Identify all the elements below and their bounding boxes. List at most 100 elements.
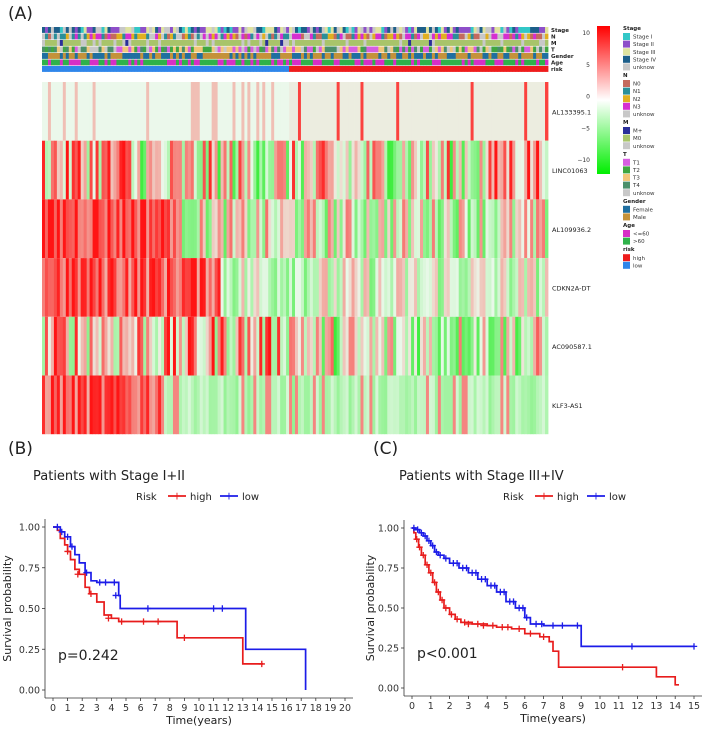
km-panel-stage-1-2: Patients with Stage I+II Risk + high + low 0.0… <box>1 469 353 727</box>
track-label: T <box>551 48 555 54</box>
censor-mark <box>181 634 188 642</box>
track-label: Stage <box>551 28 569 34</box>
x-tick-label: 2 <box>447 701 453 712</box>
x-tick-label: 20 <box>339 703 351 714</box>
censor-mark <box>500 588 508 596</box>
censor-mark <box>474 620 481 628</box>
km-legend-title: Risk <box>136 492 157 503</box>
annotation-track-n <box>42 33 549 40</box>
censor-mark <box>504 624 512 631</box>
heatmap-row <box>42 316 549 376</box>
track-label: Age <box>551 61 563 67</box>
censor-mark <box>628 643 636 650</box>
legend-swatch <box>623 48 630 56</box>
y-tick-label: 1.00 <box>378 524 399 535</box>
x-axis-label: Time(years) <box>165 714 232 727</box>
censor-mark <box>96 579 103 586</box>
censor-mark <box>448 611 455 618</box>
censor-mark <box>461 619 468 626</box>
censor-mark <box>619 664 626 671</box>
y-tick-label: 0.50 <box>19 604 40 615</box>
km-legend-title: Risk <box>503 492 524 503</box>
x-tick-label: 0 <box>50 703 56 714</box>
legend-swatch <box>623 95 630 103</box>
legend-label: T2 <box>632 168 640 174</box>
censor-mark <box>453 560 461 567</box>
x-tick-label: 8 <box>167 703 173 714</box>
legend-label: M+ <box>633 129 643 135</box>
legend-swatch <box>623 40 630 48</box>
heatmap-row-label: LINC01063 <box>552 167 588 175</box>
x-tick-label: 17 <box>295 703 307 714</box>
legend-swatch <box>623 174 630 181</box>
censor-mark <box>431 579 438 586</box>
legend-swatch <box>623 102 630 110</box>
annotation-track-t <box>42 46 549 53</box>
x-tick-label: 19 <box>324 703 336 714</box>
censor-mark <box>527 630 534 637</box>
legend-swatch <box>623 127 630 134</box>
x-tick-label: 5 <box>503 701 509 712</box>
y-tick-label: 1.00 <box>19 523 40 534</box>
legend-swatch <box>623 63 630 71</box>
colorbar-tick: 5 <box>586 62 590 69</box>
x-tick-label: 3 <box>465 701 471 712</box>
legend-swatch <box>623 189 630 197</box>
legend-swatch <box>623 230 630 237</box>
x-tick-label: 8 <box>559 701 565 712</box>
censor-mark <box>144 605 152 612</box>
track-label: risk <box>551 67 563 73</box>
legend-label: N3 <box>633 104 641 110</box>
x-tick-label: 5 <box>123 703 129 714</box>
legend-label: M0 <box>633 136 642 142</box>
km-curve-low <box>53 526 307 690</box>
legend-swatch <box>623 142 630 150</box>
legend-title: Stage <box>623 26 641 32</box>
x-tick-label: 10 <box>594 701 606 712</box>
legend-swatch <box>623 254 630 262</box>
legend-label: T3 <box>632 176 640 182</box>
legend-swatch <box>623 166 630 174</box>
legend-label: N0 <box>633 82 641 88</box>
km-title: Patients with Stage III+IV <box>399 469 564 484</box>
legend-label: <=60 <box>633 232 650 238</box>
km-title: Patients with Stage I+II <box>33 469 185 484</box>
km-legend-label: high <box>557 492 579 503</box>
legend-label: Male <box>633 215 647 221</box>
y-tick-label: 0.00 <box>19 686 40 697</box>
censor-mark <box>519 604 527 612</box>
legend-swatch <box>623 55 630 63</box>
censor-mark <box>87 590 95 598</box>
legend-swatch <box>623 110 630 118</box>
track-label: N <box>551 35 556 41</box>
censor-mark <box>463 564 470 572</box>
censor-mark <box>438 596 446 604</box>
censor-mark <box>442 555 450 562</box>
censor-mark <box>523 614 530 621</box>
censor-mark <box>489 622 497 629</box>
censor-mark <box>68 543 76 550</box>
legend-swatch <box>623 181 630 189</box>
colorbar-tick: 0 <box>586 94 590 101</box>
heatmap-row <box>42 140 549 200</box>
legend-label: low <box>633 263 643 269</box>
censor-mark <box>54 523 61 531</box>
legend-label: high <box>633 256 646 262</box>
x-tick-label: 1 <box>65 703 71 714</box>
censor-mark <box>429 542 436 549</box>
censor-mark <box>64 533 71 540</box>
y-tick-label: 0.25 <box>19 645 40 656</box>
legend-title: Gender <box>623 199 646 205</box>
legend-swatch <box>623 158 630 166</box>
censor-mark <box>499 624 506 631</box>
censor-mark <box>413 536 420 543</box>
censor-mark <box>416 544 423 551</box>
x-tick-label: 7 <box>541 701 547 712</box>
y-tick-label: 0.00 <box>378 684 399 695</box>
y-tick-label: 0.25 <box>378 644 399 655</box>
legend-label: Stage III <box>633 50 656 56</box>
legend-label: T1 <box>632 160 640 166</box>
censor-mark <box>210 605 217 612</box>
censor-mark <box>58 528 65 536</box>
censor-mark <box>465 620 472 628</box>
